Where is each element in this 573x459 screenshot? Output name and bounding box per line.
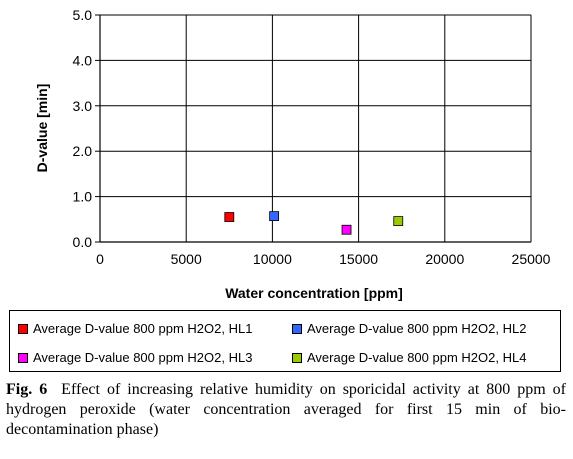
legend-swatch <box>18 323 28 334</box>
data-point-hl3 <box>341 224 352 235</box>
legend-swatch <box>292 323 302 334</box>
x-axis-title: Water concentration [ppm] <box>225 285 403 301</box>
data-point-hl1 <box>224 212 235 222</box>
x-tick-label: 0 <box>96 251 104 267</box>
legend-label: Average D-value 800 ppm H2O2, HL2 <box>307 321 527 336</box>
figure-caption: Fig. 6 Effect of increasing relative hum… <box>6 380 566 440</box>
legend-label: Average D-value 800 ppm H2O2, HL4 <box>307 350 527 365</box>
y-tick-label: 3.0 <box>73 98 93 114</box>
grid-lines <box>99 14 532 243</box>
caption-text: Effect of increasing relative humidity o… <box>6 381 567 438</box>
x-tick-label: 20000 <box>425 251 464 267</box>
y-axis-title: D-value [min] <box>34 84 50 173</box>
legend-swatch <box>18 352 28 363</box>
y-tick-label: 5.0 <box>73 7 93 23</box>
x-tick-label: 5000 <box>171 251 202 267</box>
data-point-hl2 <box>269 211 280 222</box>
axes <box>95 14 531 243</box>
legend-label: Average D-value 800 ppm H2O2, HL3 <box>33 350 253 365</box>
y-tick-label: 1.0 <box>73 189 93 205</box>
legend-label: Average D-value 800 ppm H2O2, HL1 <box>33 321 253 336</box>
y-tick-label: 2.0 <box>73 143 93 159</box>
y-tick-label: 0.0 <box>73 234 93 250</box>
x-tick-label: 25000 <box>512 251 551 267</box>
x-tick-label: 15000 <box>339 251 378 267</box>
x-tick-label: 10000 <box>253 251 292 267</box>
legend-item-hl1: Average D-value 800 ppm H2O2, HL1 <box>18 321 252 336</box>
data-points <box>224 211 404 235</box>
legend-item-hl2: Average D-value 800 ppm H2O2, HL2 <box>292 321 526 336</box>
legend-swatch <box>292 352 302 363</box>
chart: 0 5000 10000 15000 20000 25000 0.0 1.0 2.0 3.0 4.0… <box>34 7 551 301</box>
y-tick-label: 4.0 <box>73 52 93 68</box>
caption-label: Fig. 6 <box>6 381 48 398</box>
legend: Average D-value 800 ppm H2O2, HL1 Averag… <box>9 310 561 372</box>
legend-item-hl4: Average D-value 800 ppm H2O2, HL4 <box>292 350 526 365</box>
tick-labels: 0 5000 10000 15000 20000 25000 0.0 1.0 2.0 3.0 4.0… <box>73 7 551 267</box>
legend-item-hl3: Average D-value 800 ppm H2O2, HL3 <box>18 350 252 365</box>
data-point-hl4 <box>393 216 404 227</box>
